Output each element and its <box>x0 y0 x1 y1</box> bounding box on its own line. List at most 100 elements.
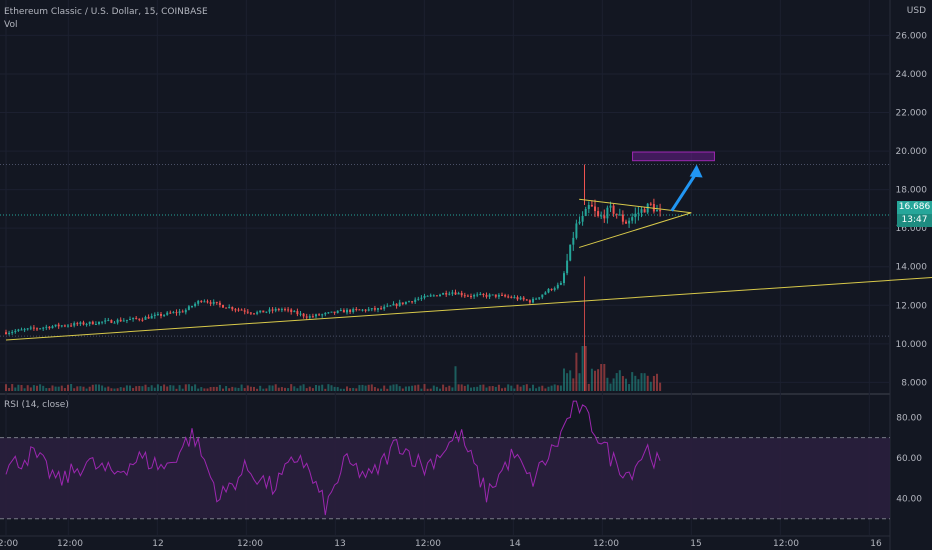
candle-body <box>284 309 286 311</box>
volume-bar <box>563 368 565 391</box>
volume-bar <box>618 370 621 391</box>
volume-bar <box>485 387 488 391</box>
volume-bar <box>395 384 398 391</box>
candle-body <box>528 300 531 303</box>
volume-bar <box>277 387 280 391</box>
volume-bar <box>643 373 646 391</box>
candle-body <box>625 221 627 224</box>
candle-body <box>122 320 125 322</box>
candle-body <box>17 329 20 331</box>
candle-body <box>615 213 618 215</box>
candle-body <box>79 322 82 325</box>
volume-bar <box>587 383 590 391</box>
volume-bar <box>191 386 193 391</box>
volume-bar <box>246 385 249 391</box>
candle-body <box>228 306 231 309</box>
volume-bar <box>404 386 407 391</box>
volume-bar <box>160 386 162 391</box>
candle-body <box>29 327 32 329</box>
volume-bar <box>237 387 240 391</box>
symbol-title: Ethereum Classic / U.S. Dollar, 15, COIN… <box>4 7 208 17</box>
candle-body <box>401 302 404 304</box>
price-axis-label: 26.000 <box>896 31 928 41</box>
volume-bar <box>408 386 410 391</box>
candle-body <box>649 203 652 205</box>
volume-bar <box>522 385 525 391</box>
volume-bar <box>659 382 662 391</box>
volume-bar <box>339 388 342 391</box>
candle-body <box>144 316 147 320</box>
volume-bar <box>132 387 135 391</box>
volume-bar <box>104 387 107 391</box>
candle-body <box>240 309 243 311</box>
volume-bar <box>305 388 308 391</box>
volume-bar <box>578 373 581 391</box>
candle-body <box>423 295 426 298</box>
candle-body <box>36 328 38 330</box>
price-axis-label: 24.000 <box>896 70 928 80</box>
candle-body <box>147 316 150 319</box>
volume-bar <box>383 385 386 391</box>
candle-body <box>361 309 364 311</box>
candle-body <box>609 205 612 208</box>
candle-body <box>125 319 128 321</box>
candle-body <box>63 325 66 327</box>
volume-bar <box>497 384 500 391</box>
candle-body <box>321 314 324 316</box>
volume-bar <box>197 388 200 391</box>
volume-bar <box>389 385 392 391</box>
time-axis-label: 12:00 <box>57 539 83 549</box>
volume-bar <box>656 373 658 391</box>
volume-bar <box>125 385 128 391</box>
volume-bar <box>135 386 138 391</box>
volume-bar <box>287 388 290 391</box>
candle-body <box>566 260 569 274</box>
volume-bar <box>569 370 572 391</box>
volume-bar <box>67 384 69 391</box>
volume-bar <box>271 385 274 391</box>
candle-body <box>448 293 451 295</box>
price-axis-label: 8.000 <box>901 378 927 388</box>
candle-body <box>14 330 17 333</box>
volume-bar <box>625 378 627 391</box>
candle-body <box>411 301 414 303</box>
rsi-axis-label: 80.00 <box>896 413 922 423</box>
candle-body <box>119 319 122 322</box>
candle-body <box>420 297 423 299</box>
volume-bar <box>342 388 345 391</box>
volume-bar <box>473 387 476 391</box>
candle-body <box>187 306 190 310</box>
volume-bar <box>51 385 54 391</box>
candle-body <box>383 306 386 309</box>
candle-body <box>380 308 383 310</box>
candle-body <box>166 312 169 315</box>
candle-body <box>85 323 88 325</box>
volume-bar <box>525 384 528 391</box>
candle-body <box>178 311 181 313</box>
volume-bar <box>32 385 35 391</box>
candle-body <box>621 214 624 222</box>
time-axis-label: 14 <box>509 539 521 549</box>
candle-body <box>392 303 395 306</box>
projection-arrow-head <box>689 164 703 178</box>
volume-bar <box>513 388 516 391</box>
candle-body <box>200 300 203 302</box>
candle-body <box>435 295 438 297</box>
candle-body <box>60 325 63 327</box>
time-axis-label: 12 <box>152 539 163 549</box>
candle-body <box>296 311 299 315</box>
candle-body <box>110 320 113 323</box>
candle-body <box>249 312 252 314</box>
volume-bar <box>76 386 79 391</box>
volume-bar <box>401 388 404 391</box>
volume-bar <box>361 384 364 391</box>
candle-body <box>634 213 637 218</box>
volume-bar <box>215 386 218 391</box>
candle-body <box>346 309 348 313</box>
candle-body <box>234 309 237 311</box>
trendline <box>579 212 692 248</box>
volume-bar <box>448 385 451 391</box>
volume-bar <box>296 388 299 391</box>
volume-bar <box>194 384 197 391</box>
